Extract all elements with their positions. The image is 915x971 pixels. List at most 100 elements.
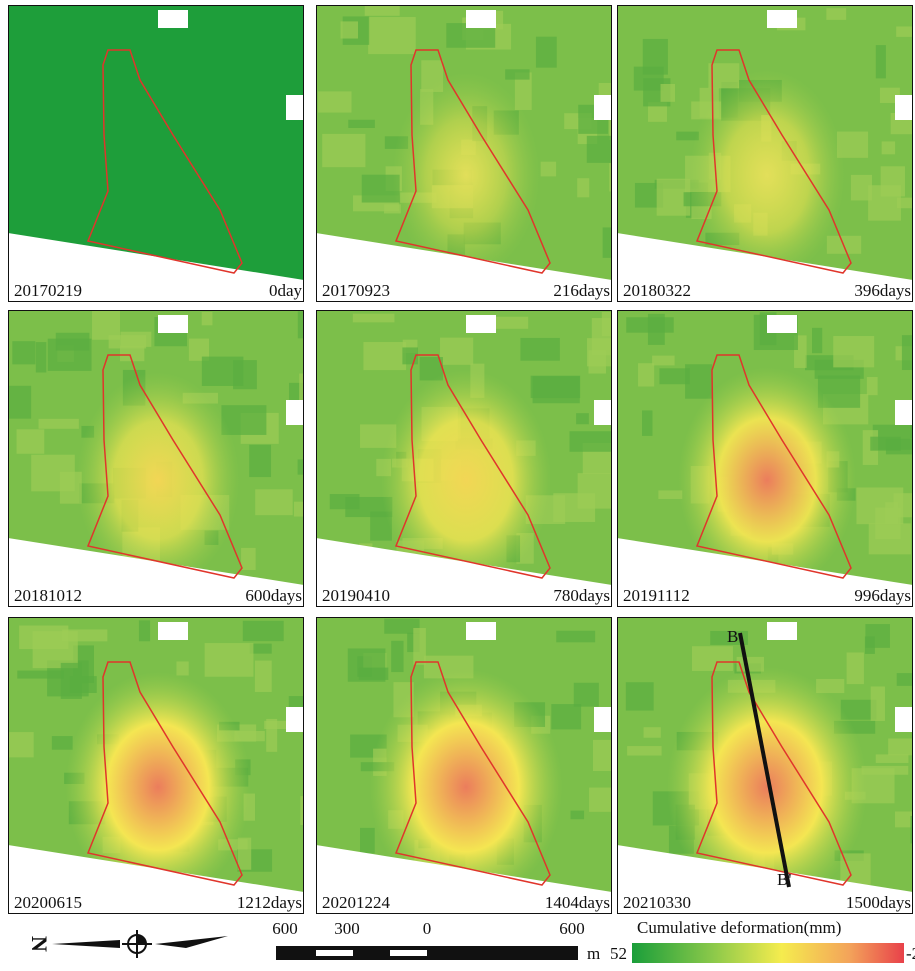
nodata [895, 400, 913, 425]
map-texture [869, 523, 911, 554]
nodata [286, 95, 304, 120]
map-texture [255, 661, 272, 692]
map-texture [139, 620, 150, 641]
nodata [767, 622, 797, 640]
map-texture [644, 727, 661, 738]
map-texture [243, 621, 284, 641]
scale-label: 0 [423, 919, 432, 938]
map-texture [570, 431, 612, 452]
map-texture [353, 314, 395, 323]
nodata [466, 10, 496, 28]
scale-label: 300 [334, 919, 360, 938]
map-panel [316, 310, 635, 607]
map-texture [330, 494, 360, 509]
map-texture [520, 338, 559, 361]
panel-days: 216days [553, 281, 610, 300]
map-texture [865, 636, 875, 653]
legend: Cumulative deformation(mm) 52 -294 [610, 918, 915, 963]
map-texture [867, 377, 878, 395]
map-texture [541, 162, 556, 177]
colorbar [632, 943, 904, 963]
nodata [594, 707, 612, 732]
map-texture [578, 473, 617, 508]
panel-date: 20180322 [623, 281, 691, 300]
map-texture [570, 811, 584, 820]
north-arrow: N [27, 930, 228, 958]
map-texture [52, 736, 73, 750]
map-texture [202, 312, 213, 325]
map-texture [365, 5, 400, 16]
map-texture [12, 341, 35, 364]
map-texture [505, 69, 529, 79]
map-panel [617, 5, 915, 302]
panel-date: 20200615 [14, 893, 82, 912]
map-texture [298, 311, 312, 338]
map-texture [360, 828, 375, 854]
map-texture [17, 671, 63, 679]
nodata [466, 622, 496, 640]
legend-max: -294 [906, 944, 915, 963]
map-texture [318, 91, 351, 112]
map-texture [494, 317, 528, 329]
nodata [466, 315, 496, 333]
map-texture [847, 653, 864, 685]
map-texture [176, 661, 188, 675]
map-texture [556, 631, 595, 643]
map-texture [692, 646, 733, 671]
scale-unit: m [587, 944, 600, 963]
map-texture [659, 368, 689, 384]
scale-segment [316, 950, 353, 956]
map-texture [551, 704, 581, 729]
panel-grid [8, 5, 915, 914]
panel-days: 1404days [545, 893, 610, 912]
map-texture [61, 663, 82, 699]
arrow-shape [52, 940, 120, 948]
nodata [594, 400, 612, 425]
map-texture [531, 376, 581, 398]
profile-start: B [727, 627, 738, 646]
nodata [158, 10, 188, 28]
map-texture [413, 628, 426, 665]
map-texture [627, 746, 661, 756]
map-texture [648, 314, 665, 345]
map-texture [574, 683, 599, 707]
nodata [158, 315, 188, 333]
map-texture [31, 455, 75, 492]
nodata [158, 622, 188, 640]
map-texture [833, 336, 874, 367]
north-label: N [27, 936, 52, 952]
map-texture [876, 45, 886, 78]
arrow-fill [137, 935, 146, 944]
map-texture [634, 67, 664, 91]
map-texture [661, 84, 676, 102]
map-texture [391, 641, 403, 672]
map-texture [322, 134, 365, 167]
map-panel [316, 617, 639, 914]
panel-date: 20190410 [322, 586, 390, 605]
map-texture [652, 356, 675, 366]
nodata [594, 95, 612, 120]
map-panel [8, 617, 347, 914]
nodata [286, 400, 304, 425]
map-texture [205, 643, 254, 677]
map-texture [638, 363, 654, 386]
map-texture [812, 328, 822, 353]
map-texture [298, 459, 318, 474]
panel-days: 600days [245, 586, 302, 605]
map-texture [39, 419, 79, 429]
map-texture [576, 413, 589, 424]
map-texture [871, 686, 885, 720]
scale-label: 600 [559, 919, 585, 938]
nodata [767, 10, 797, 28]
map-texture [238, 838, 251, 870]
map-texture [304, 313, 315, 328]
map-texture [870, 437, 901, 451]
nodata [286, 707, 304, 732]
map-texture [341, 21, 358, 38]
map-texture [658, 490, 682, 499]
nodata [895, 707, 913, 732]
map-texture [255, 489, 292, 515]
panel-date: 20170923 [322, 281, 390, 300]
map-texture [109, 335, 146, 348]
scale-label: 600 [272, 919, 298, 938]
